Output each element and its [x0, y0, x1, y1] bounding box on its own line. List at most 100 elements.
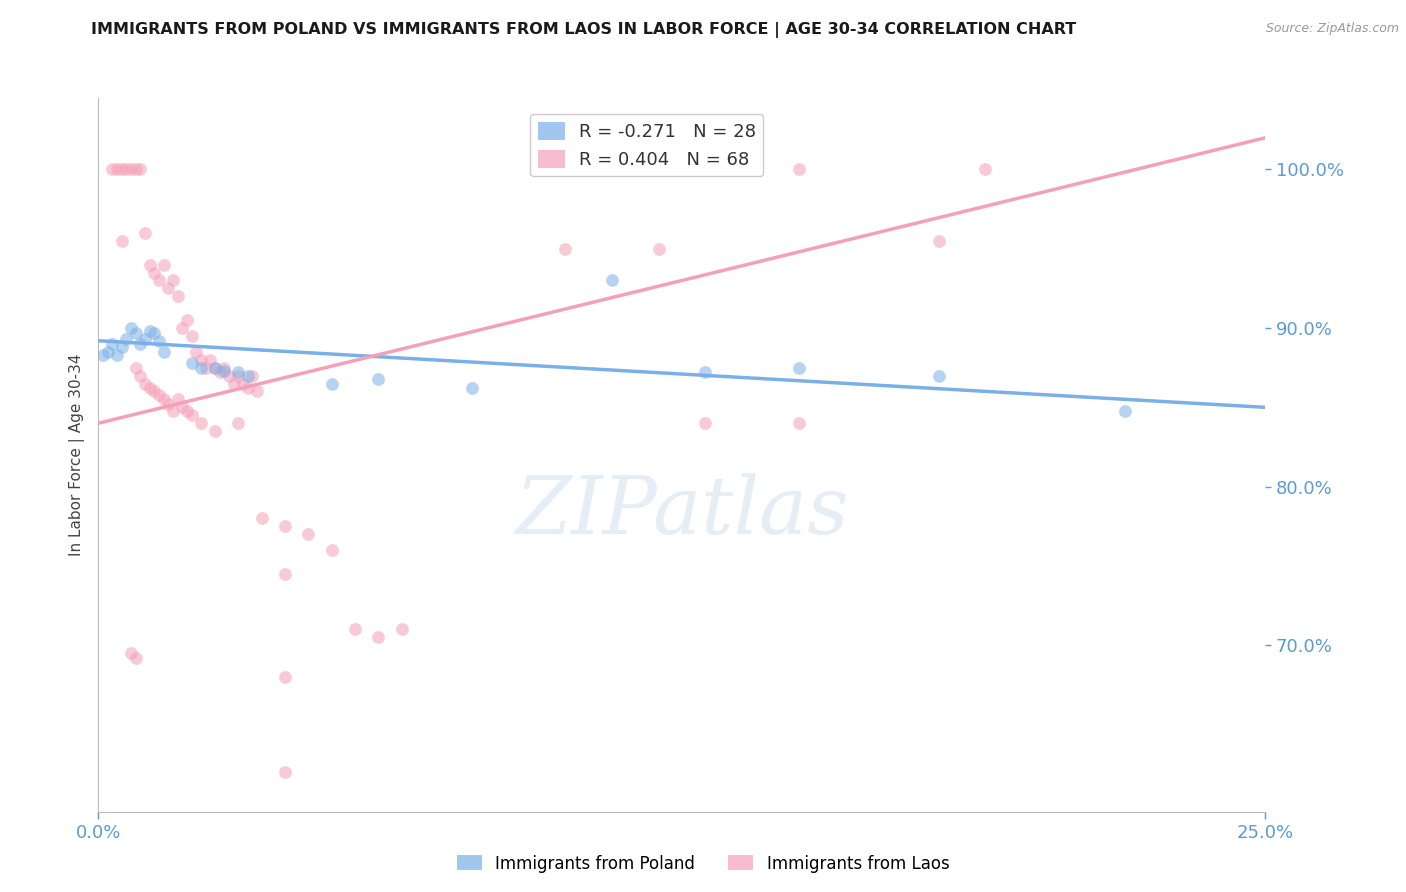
Point — [297, 527, 319, 541]
Point — [180, 409, 202, 423]
Point — [274, 670, 297, 684]
Point — [148, 387, 170, 401]
Point — [218, 368, 240, 383]
Point — [246, 384, 269, 399]
Point — [120, 162, 142, 177]
Point — [172, 401, 194, 415]
Point — [274, 765, 297, 780]
Point — [125, 360, 148, 375]
Point — [120, 321, 142, 335]
Point — [250, 511, 273, 525]
Point — [176, 313, 198, 327]
Point — [172, 321, 194, 335]
Point — [166, 392, 188, 407]
Point — [600, 273, 623, 287]
Point — [228, 366, 250, 380]
Point — [134, 376, 156, 391]
Text: Source: ZipAtlas.com: Source: ZipAtlas.com — [1265, 22, 1399, 36]
Point — [180, 329, 202, 343]
Point — [228, 368, 250, 383]
Point — [344, 623, 367, 637]
Point — [974, 162, 997, 177]
Point — [105, 348, 128, 362]
Point — [129, 162, 152, 177]
Point — [120, 646, 142, 660]
Point — [214, 360, 236, 375]
Point — [143, 326, 166, 340]
Point — [125, 162, 148, 177]
Point — [190, 360, 212, 375]
Point — [204, 360, 226, 375]
Point — [236, 381, 259, 395]
Point — [152, 258, 174, 272]
Point — [157, 281, 180, 295]
Point — [554, 242, 576, 256]
Point — [152, 344, 174, 359]
Point — [928, 234, 950, 248]
Point — [242, 368, 264, 383]
Point — [129, 337, 152, 351]
Point — [321, 376, 343, 391]
Legend: Immigrants from Poland, Immigrants from Laos: Immigrants from Poland, Immigrants from … — [450, 848, 956, 880]
Point — [91, 348, 114, 362]
Point — [236, 368, 259, 383]
Point — [194, 360, 217, 375]
Point — [148, 273, 170, 287]
Text: ZIPatlas: ZIPatlas — [515, 474, 849, 550]
Point — [186, 344, 208, 359]
Point — [101, 162, 124, 177]
Point — [139, 324, 162, 338]
Text: IMMIGRANTS FROM POLAND VS IMMIGRANTS FROM LAOS IN LABOR FORCE | AGE 30-34 CORREL: IMMIGRANTS FROM POLAND VS IMMIGRANTS FRO… — [91, 22, 1077, 38]
Point — [125, 326, 148, 340]
Point — [461, 381, 484, 395]
Point — [787, 360, 810, 375]
Point — [115, 332, 138, 346]
Point — [695, 366, 717, 380]
Point — [190, 416, 212, 430]
Point — [208, 366, 231, 380]
Point — [274, 566, 297, 581]
Point — [1114, 403, 1136, 417]
Point — [787, 416, 810, 430]
Point — [228, 416, 250, 430]
Point — [647, 242, 669, 256]
Point — [391, 623, 413, 637]
Point — [148, 334, 170, 348]
Point — [367, 372, 389, 386]
Point — [190, 352, 212, 367]
Point — [204, 424, 226, 438]
Point — [101, 337, 124, 351]
Point — [321, 543, 343, 558]
Point — [143, 266, 166, 280]
Point — [166, 289, 188, 303]
Legend: R = -0.271   N = 28, R = 0.404   N = 68: R = -0.271 N = 28, R = 0.404 N = 68 — [530, 114, 763, 177]
Point — [152, 392, 174, 407]
Point — [222, 376, 245, 391]
Point — [139, 258, 162, 272]
Point — [115, 162, 138, 177]
Point — [928, 368, 950, 383]
Point — [134, 332, 156, 346]
Point — [695, 416, 717, 430]
Point — [157, 397, 180, 411]
Point — [232, 376, 254, 391]
Point — [129, 368, 152, 383]
Point — [105, 162, 128, 177]
Point — [200, 352, 222, 367]
Point — [367, 630, 389, 644]
Point — [176, 403, 198, 417]
Point — [162, 273, 184, 287]
Point — [111, 162, 134, 177]
Point — [204, 360, 226, 375]
Point — [214, 364, 236, 378]
Point — [111, 234, 134, 248]
Point — [787, 162, 810, 177]
Point — [139, 381, 162, 395]
Point — [134, 226, 156, 240]
Point — [274, 519, 297, 533]
Point — [143, 384, 166, 399]
Point — [125, 651, 148, 665]
Point — [162, 403, 184, 417]
Point — [111, 340, 134, 354]
Point — [180, 356, 202, 370]
